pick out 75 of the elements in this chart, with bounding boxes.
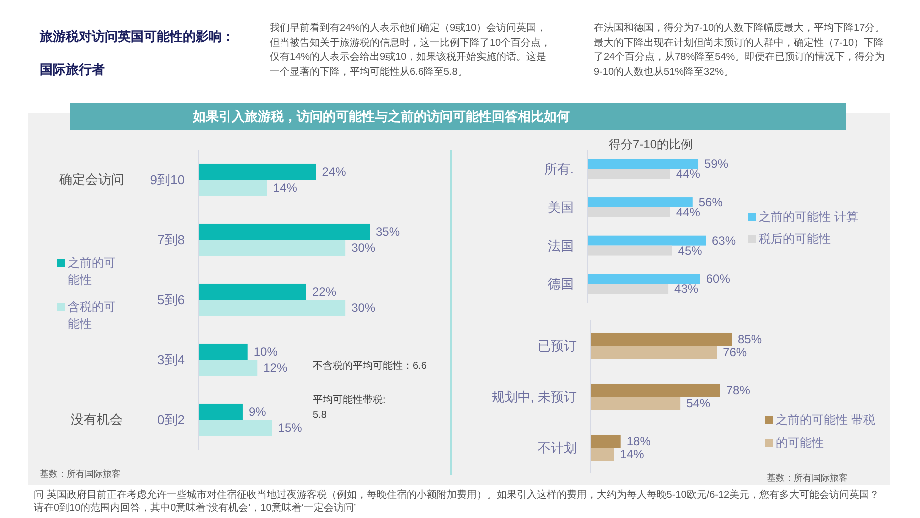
data-label: 44% — [676, 167, 701, 182]
bar — [588, 236, 706, 246]
data-label: 14% — [620, 448, 645, 462]
bar — [591, 434, 621, 448]
bar — [199, 300, 346, 316]
bar — [588, 159, 699, 170]
data-label: 44% — [676, 205, 701, 220]
data-label: 60% — [706, 272, 731, 286]
text: 我们早前看到有24%的人表示他们确定（9或10）会访问英国，但当被告知关于旅游税的信息时，这一比例下降了10个百分点，仅有14%的人表示会给出9或10，如果该税开始实施的话。这是一个显著的下降，平均可能性从6.6降至5.8。 — [270, 22, 552, 80]
y-tick-label: 5到6 — [158, 292, 185, 308]
bar — [591, 448, 614, 462]
data-label: 78% — [726, 383, 751, 398]
bar — [199, 224, 370, 240]
bar — [588, 198, 693, 208]
bar — [199, 284, 306, 300]
data-label: 30% — [352, 241, 376, 256]
y-tick-label: 已预订 — [538, 338, 577, 354]
bar — [199, 360, 258, 376]
text: 问 英国政府目前正在考虑允许一些城市对住宿征收当地过夜游客税（例如，每晚住宿的小额附加费用）。如果引入这样的费用，大约为每人每晚5-10欧元/6-12美元，您有多大可能会访问英国？请在0到10的范围内回答，其中0意味着‘没有机会’，10意味着‘一定会访问’ — [34, 489, 881, 515]
bar — [591, 346, 718, 360]
y-tick-label: 不计划 — [538, 440, 577, 456]
text: 在法国和德国，得分为7-10的人数下降幅度最大，平均下降17分。最大的下降出现在计划但尚未预订的人群中，确定性（7-10）下降了24个百分点，从78%降至54%。即便在已预订的情况下，得分为9-10的人数也从51%降至32%。 — [594, 22, 886, 80]
data-label: 63% — [712, 234, 736, 248]
data-label: 76% — [723, 346, 748, 360]
y-tick-label: 7到8 — [158, 232, 185, 248]
chart-title: 得分7-10的比例 — [608, 136, 694, 154]
data-label: 14% — [273, 181, 298, 196]
legend-label: 的可能性 — [776, 434, 825, 452]
y-tick-label: 9到10 — [150, 172, 185, 188]
y-tick-label: 0到2 — [158, 412, 185, 428]
bar — [199, 420, 272, 436]
y-tick-label: 美国 — [548, 200, 574, 215]
bar — [591, 384, 720, 397]
data-label: 15% — [278, 421, 303, 436]
text: 国际旅行者 — [40, 61, 105, 79]
data-label: 54% — [686, 396, 711, 411]
bar — [199, 344, 248, 360]
data-label: 18% — [626, 434, 652, 448]
data-label: 35% — [376, 224, 400, 239]
bar — [199, 164, 316, 180]
data-label: 10% — [254, 344, 278, 359]
data-label: 45% — [678, 244, 703, 258]
y-tick-label: 所有. — [544, 162, 574, 177]
legend-label: 之前的可能性 — [68, 254, 117, 288]
y-tick-label: 法国 — [548, 238, 574, 254]
annotation: 不含税的平均可能性：6.6 — [313, 360, 428, 374]
bar — [199, 240, 346, 256]
legend-label: 之前的可能性 计算 — [759, 208, 860, 226]
text: 基数：所有国际旅客 — [40, 468, 122, 480]
y-tick-label: 3到4 — [158, 352, 185, 368]
data-label: 43% — [674, 282, 699, 296]
data-label: 59% — [704, 157, 729, 172]
bar — [591, 332, 732, 346]
bar — [588, 274, 700, 284]
data-label: 12% — [264, 361, 288, 376]
data-label: 30% — [352, 301, 376, 316]
chart-title: 旅游税对访问英国可能性的影响： — [40, 28, 235, 46]
legend-label: 含税的可能性 — [68, 298, 117, 332]
legend-label: 税后的可能性 — [759, 230, 832, 248]
bar — [199, 404, 243, 420]
text: 如果引入旅游税，访问的可能性与之前的访问可能性回答相比如何 — [70, 103, 846, 130]
bar — [199, 180, 268, 196]
bar — [591, 397, 681, 410]
data-label: 24% — [322, 164, 347, 179]
data-label: 22% — [312, 284, 337, 299]
text: 基数：所有国际旅客 — [767, 472, 849, 484]
y-tick-label: 德国 — [548, 276, 574, 292]
data-label: 85% — [738, 332, 762, 346]
annotation: 平均可能性带税: 5.8 — [313, 394, 387, 423]
text: 确定会访问 — [60, 171, 124, 189]
data-label: 9% — [248, 404, 267, 419]
legend-label: 之前的可能性 带税 — [776, 412, 876, 428]
y-tick-label: 规划中, 未预订 — [492, 390, 577, 404]
text: 没有机会 — [71, 411, 123, 429]
data-label: 56% — [698, 196, 724, 210]
